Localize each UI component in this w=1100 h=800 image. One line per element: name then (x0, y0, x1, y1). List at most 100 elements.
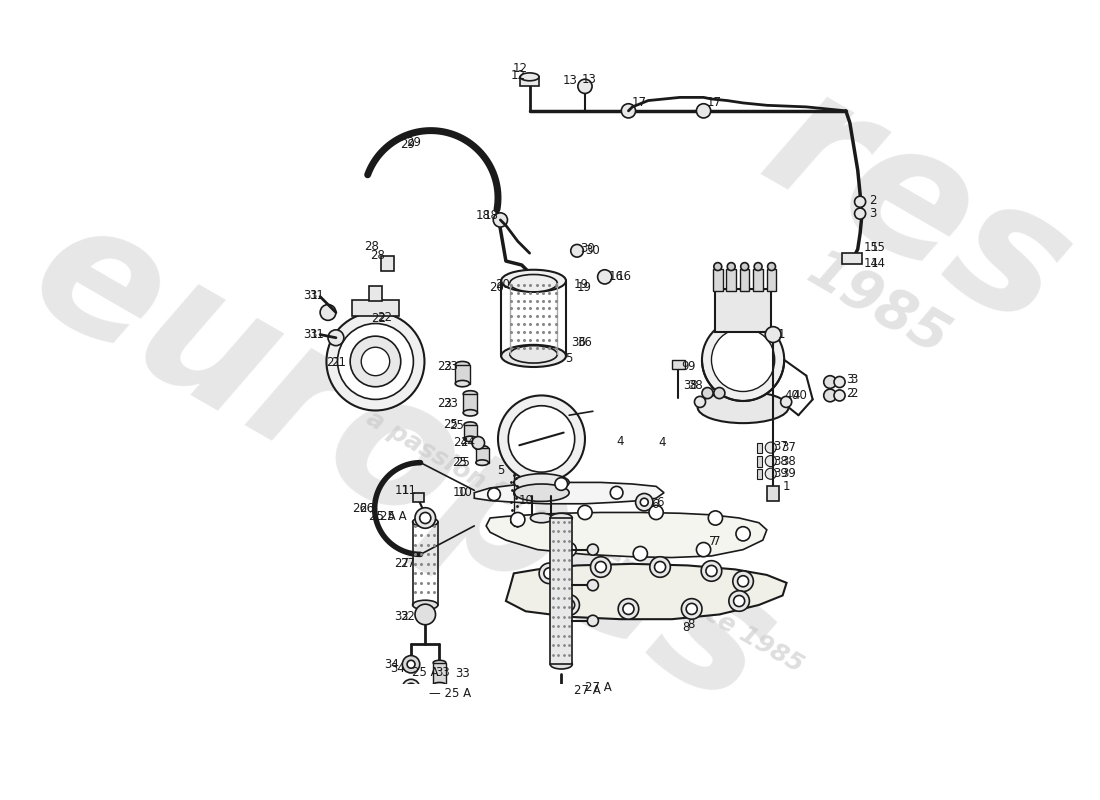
Text: 23: 23 (438, 360, 452, 373)
Text: 25 A: 25 A (368, 510, 395, 523)
Text: 25: 25 (443, 418, 459, 431)
Circle shape (702, 387, 713, 398)
Circle shape (420, 513, 431, 523)
Text: 25: 25 (452, 456, 468, 469)
Circle shape (406, 683, 416, 693)
Text: 29: 29 (400, 138, 415, 151)
Text: 26: 26 (352, 502, 366, 515)
Bar (550, 518, 572, 664)
Circle shape (733, 571, 754, 591)
Text: 25: 25 (450, 419, 464, 432)
Text: 25 A: 25 A (412, 666, 439, 678)
Bar (352, 300, 399, 316)
Circle shape (650, 557, 670, 578)
Ellipse shape (502, 270, 566, 292)
Text: 3: 3 (846, 373, 854, 386)
Text: 23: 23 (443, 397, 458, 410)
Ellipse shape (476, 460, 488, 466)
Text: 1: 1 (782, 480, 790, 493)
Circle shape (610, 486, 623, 499)
Bar (433, 662, 446, 685)
Text: 36: 36 (571, 336, 586, 349)
Text: 20: 20 (495, 278, 510, 291)
Circle shape (824, 376, 836, 388)
Circle shape (766, 442, 777, 453)
Text: 5: 5 (497, 464, 504, 477)
Circle shape (694, 396, 705, 407)
Circle shape (487, 488, 500, 501)
Text: 24: 24 (461, 436, 475, 450)
Bar (726, 269, 736, 291)
Circle shape (587, 580, 598, 590)
Text: 30: 30 (580, 242, 595, 255)
Ellipse shape (433, 660, 446, 665)
Bar (414, 493, 425, 502)
Circle shape (706, 566, 717, 577)
Circle shape (559, 594, 580, 615)
Text: res: res (735, 54, 1099, 366)
Text: 1985: 1985 (798, 242, 958, 366)
Text: 37: 37 (781, 441, 796, 454)
Circle shape (712, 328, 774, 391)
Ellipse shape (514, 474, 569, 491)
Text: 5: 5 (565, 352, 573, 365)
Text: 24: 24 (453, 436, 468, 450)
Bar (713, 269, 723, 291)
Text: 28: 28 (371, 249, 385, 262)
Text: — 25 A: — 25 A (429, 687, 471, 700)
Text: 13: 13 (582, 73, 596, 86)
Circle shape (562, 542, 576, 557)
Circle shape (407, 660, 415, 668)
Text: 4: 4 (659, 436, 667, 450)
Circle shape (415, 508, 436, 528)
Text: 1: 1 (778, 328, 784, 341)
Text: 8: 8 (688, 618, 695, 631)
Text: 33: 33 (436, 666, 450, 678)
Text: 26: 26 (360, 502, 374, 515)
Text: 6: 6 (656, 496, 663, 509)
Text: a passion for excellence since 1985: a passion for excellence since 1985 (362, 406, 807, 678)
Text: 16: 16 (617, 270, 631, 283)
Text: 14: 14 (871, 257, 887, 270)
Text: 18: 18 (476, 209, 491, 222)
Text: 34: 34 (390, 662, 405, 674)
Text: 34: 34 (384, 658, 399, 670)
Circle shape (708, 511, 723, 525)
Text: 15: 15 (871, 241, 886, 254)
Ellipse shape (530, 514, 552, 522)
Text: 32: 32 (400, 610, 416, 623)
Ellipse shape (476, 446, 488, 451)
Text: 32: 32 (395, 610, 409, 623)
Text: 38: 38 (773, 454, 789, 467)
Text: 33: 33 (455, 667, 470, 680)
Ellipse shape (412, 518, 438, 526)
Ellipse shape (550, 514, 572, 522)
Circle shape (328, 330, 344, 346)
Circle shape (636, 494, 653, 511)
Text: 38: 38 (781, 454, 795, 467)
Circle shape (855, 196, 866, 207)
Circle shape (578, 79, 592, 94)
Circle shape (714, 387, 725, 398)
Bar (754, 269, 763, 291)
Text: 38: 38 (683, 379, 698, 393)
Text: 27: 27 (395, 558, 409, 570)
Ellipse shape (510, 346, 558, 363)
Bar (370, 286, 382, 301)
Circle shape (403, 679, 420, 697)
Circle shape (597, 270, 612, 284)
Text: 17: 17 (706, 97, 722, 110)
Ellipse shape (697, 391, 789, 423)
Text: 12: 12 (513, 62, 527, 75)
Text: 23: 23 (443, 360, 458, 373)
Text: 29: 29 (406, 136, 421, 149)
Circle shape (686, 603, 697, 614)
Text: 16: 16 (609, 270, 624, 283)
Polygon shape (506, 564, 786, 619)
Circle shape (768, 262, 776, 270)
Circle shape (493, 213, 507, 227)
Ellipse shape (464, 436, 476, 442)
Circle shape (472, 437, 485, 450)
Text: 18: 18 (483, 209, 498, 222)
Circle shape (510, 513, 525, 526)
